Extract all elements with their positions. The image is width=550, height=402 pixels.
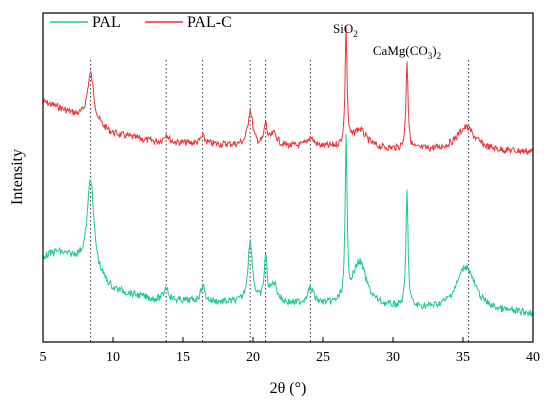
x-tick-label: 25 [316,350,330,365]
reference-lines [90,60,470,342]
x-axis-ticks: 5 10 15 20 25 30 35 40 [40,337,540,365]
x-tick-label: 40 [526,350,540,365]
legend-label-pal: PAL [92,14,121,31]
series-curves [42,26,534,317]
peak-annotation: SiO2 [333,21,358,39]
legend: PAL PAL-C [50,14,232,31]
x-tick-label: 30 [386,350,400,365]
x-tick-label: 20 [246,350,260,365]
series-line-pal-c [42,26,534,156]
peak-annotation: CaMg(CO3)2 [373,43,441,61]
x-tick-label: 35 [456,350,470,365]
plot-frame [42,12,534,343]
x-tick-label: 15 [176,350,190,365]
x-tick-label: 5 [40,350,47,365]
peak-annotations: SiO2 CaMg(CO3)2 [333,21,441,61]
x-tick-label: 10 [106,350,120,365]
legend-label-pal-c: PAL-C [187,14,232,31]
series-line-pal [42,134,534,317]
x-axis-title: 2θ (°) [270,380,307,397]
y-axis-title: Intensity [9,149,26,205]
